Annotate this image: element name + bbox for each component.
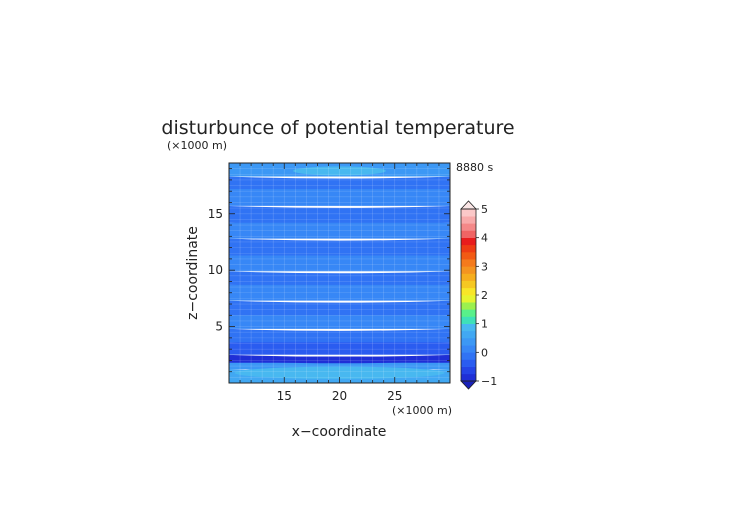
colorbar-tick-label: 1 <box>481 318 488 331</box>
colorbar-swatch <box>461 273 476 281</box>
contour-band <box>229 340 450 355</box>
colorbar-swatch <box>461 316 476 324</box>
colorbar-tick-label: 2 <box>481 289 488 302</box>
colorbar-swatch <box>461 302 476 310</box>
colorbar: −1 0 1 2 3 4 5 <box>460 200 497 390</box>
contour-band <box>229 176 450 189</box>
y-tick-label: 5 <box>215 320 223 334</box>
contour-blob <box>234 366 445 380</box>
chart-title: disturbunce of potential temperature <box>161 117 514 139</box>
x-tick-label: 25 <box>387 389 402 403</box>
y-axis-label: z−coordinate <box>185 226 201 320</box>
colorbar-tick-label: −1 <box>481 375 497 388</box>
contour-band <box>229 253 450 272</box>
x-tick-label: 15 <box>277 389 292 403</box>
contour-blob <box>293 166 386 176</box>
colorbar-swatch <box>461 280 476 289</box>
colorbar-swatch <box>461 216 476 224</box>
colorbar-swatch <box>461 237 476 246</box>
contour-band <box>229 205 450 223</box>
colorbar-swatch <box>461 252 476 260</box>
contour-band <box>229 300 450 316</box>
time-label: 8880 s <box>456 161 493 174</box>
colorbar-swatch <box>461 330 476 339</box>
colorbar-swatch <box>461 287 476 296</box>
contour-band <box>229 360 450 370</box>
contour-band <box>229 328 450 343</box>
colorbar-tick-label: 0 <box>481 346 488 359</box>
colorbar-swatch <box>461 345 476 353</box>
x-axis: 15 20 25 <box>228 163 451 403</box>
colorbar-swatch <box>461 373 476 382</box>
colorbar-swatch <box>461 230 476 238</box>
grid-lines <box>229 163 450 383</box>
contour-blob <box>240 356 439 364</box>
colorbar-swatch <box>461 266 476 274</box>
colorbar-swatch <box>461 338 476 346</box>
colorbar-min-arrow <box>460 380 477 390</box>
x-axis-label: x−coordinate <box>292 424 387 440</box>
y-unit-label: (×1000 m) <box>167 139 227 152</box>
colorbar-swatch <box>461 323 476 332</box>
y-tick-label: 10 <box>208 263 223 277</box>
colorbar-swatch <box>461 209 476 217</box>
colorbar-swatch <box>461 309 476 317</box>
colorbar-tick-label: 3 <box>481 260 488 273</box>
colorbar-swatch <box>461 259 476 267</box>
colorbar-swatch <box>461 359 476 367</box>
y-tick-label: 15 <box>208 207 223 221</box>
colorbar-tick-label: 4 <box>481 232 488 245</box>
colorbar-swatch <box>461 223 476 231</box>
contour-band <box>229 282 450 301</box>
plot-area <box>229 163 450 383</box>
contour-band <box>229 186 450 206</box>
x-tick-label: 20 <box>332 389 347 403</box>
colorbar-max-arrow <box>460 200 477 210</box>
colorbar-tick-label: 5 <box>481 203 488 216</box>
contour-band <box>229 220 450 239</box>
colorbar-swatch <box>461 366 476 375</box>
y-axis: 5 10 15 <box>208 168 450 373</box>
contour-band <box>229 271 450 285</box>
x-unit-label: (×1000 m) <box>392 404 452 417</box>
contour-band <box>229 238 450 256</box>
colorbar-swatch <box>461 295 476 303</box>
colorbar-swatch <box>461 352 476 360</box>
contour-band <box>229 313 450 329</box>
colorbar-swatch <box>461 244 476 253</box>
